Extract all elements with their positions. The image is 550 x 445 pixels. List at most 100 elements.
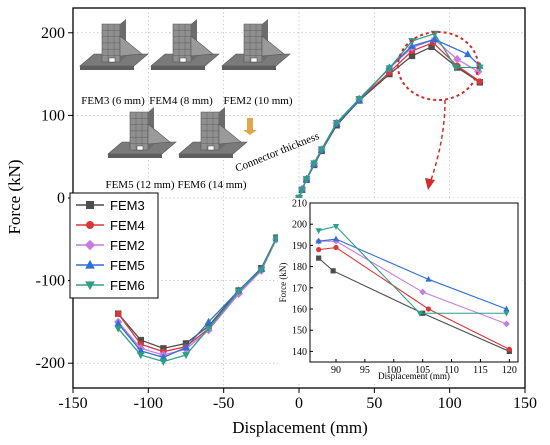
data-point <box>474 67 483 76</box>
inset-series <box>315 223 512 354</box>
fem-model-4 <box>107 107 177 158</box>
data-point <box>182 352 190 360</box>
inset-data-point <box>330 268 336 274</box>
inset-x-tick-label: 90 <box>331 365 341 376</box>
fem-model-label: FEM2 (10 mm) <box>223 95 292 107</box>
inset-data-point <box>425 275 432 282</box>
data-point <box>137 336 144 344</box>
y-tick-label: 200 <box>41 25 65 42</box>
inset-series-fem2 <box>315 237 510 328</box>
inset-y-tick-label: 210 <box>292 199 307 210</box>
inset-data-point <box>503 320 510 328</box>
data-point <box>476 78 483 85</box>
data-point <box>453 55 462 64</box>
data-point <box>298 186 306 194</box>
legend-marker <box>86 201 94 209</box>
highlight-annotation <box>397 31 479 190</box>
inset-data-point <box>425 306 432 312</box>
inset-data-point <box>503 305 510 312</box>
x-tick-label: 0 <box>295 395 303 412</box>
data-point <box>408 52 416 60</box>
inset-data-point <box>315 237 322 244</box>
connector-thickness-label: Connector thickness <box>234 130 321 175</box>
legend-item-fem5: FEM5 <box>76 258 145 273</box>
fem-model-2 <box>150 19 220 70</box>
x-tick-label: -150 <box>58 395 87 412</box>
data-point <box>463 50 472 58</box>
legend-item-fem2: FEM2 <box>76 238 145 253</box>
legend: FEM3 FEM4 FEM2 FEM5 FEM6 <box>69 192 159 299</box>
x-tick-label: 50 <box>366 395 382 412</box>
legend-label: FEM3 <box>110 198 145 213</box>
data-point <box>302 176 311 184</box>
x-tick-label: 100 <box>438 395 462 412</box>
inset-y-axis-label: Force (kN) <box>278 263 288 303</box>
legend-item-fem4: FEM4 <box>76 218 145 233</box>
data-point <box>451 64 460 72</box>
data-point <box>182 343 190 351</box>
inset-series-fem4 <box>316 244 512 352</box>
thickness-arrow <box>243 118 257 135</box>
fem-model-illustrations: FEM3 (6 mm) FEM4 (8 mm) FEM2 (10 mm) FEM5 (… <box>79 19 321 191</box>
inset-x-tick-label: 120 <box>502 365 517 376</box>
inset-x-tick-label: 110 <box>444 365 459 376</box>
legend-label: FEM6 <box>110 278 145 293</box>
fem-model-label: FEM6 (14 mm) <box>177 179 246 191</box>
data-point <box>136 352 145 360</box>
data-point <box>159 353 168 361</box>
x-tick-label: -100 <box>134 395 163 412</box>
inset-data-point <box>503 310 510 317</box>
y-tick-label: 0 <box>57 190 65 207</box>
data-point <box>408 38 416 46</box>
data-point <box>160 345 167 352</box>
y-tick-label: -200 <box>36 355 65 372</box>
inset-data-point <box>332 235 340 242</box>
highlight-circle <box>397 31 479 101</box>
data-point <box>332 119 341 127</box>
inset-series-line <box>318 257 510 352</box>
inset-series-line <box>318 225 507 314</box>
legend-marker <box>84 239 96 251</box>
data-point <box>317 146 326 154</box>
inset-series-line <box>318 246 510 350</box>
inset-x-tick-label: 100 <box>386 365 401 376</box>
inset-y-tick-label: 170 <box>292 283 307 294</box>
data-point <box>310 160 318 168</box>
x-axis-label: Displacement (mm) <box>232 418 368 437</box>
inset-x-tick-label: 105 <box>415 365 430 376</box>
data-point <box>114 319 123 327</box>
inset-data-point <box>316 247 322 253</box>
inset-x-axis-label: Displacement (mm) <box>378 371 450 381</box>
y-tick-label: 100 <box>41 107 65 124</box>
data-point <box>355 95 364 104</box>
legend-marker <box>85 281 95 291</box>
inset-series-line <box>318 240 507 325</box>
legend-marker <box>85 259 95 269</box>
inset-series-fem6 <box>315 223 510 317</box>
legend-marker <box>86 221 94 229</box>
x-tick-label: 150 <box>513 395 537 412</box>
inset-data-point <box>419 288 427 296</box>
inset-x-tick-label: 115 <box>473 365 488 376</box>
data-point <box>159 358 168 366</box>
inset-y-tick-label: 190 <box>292 241 307 252</box>
inset-y-tick-label: 160 <box>292 305 307 316</box>
inset-series-line <box>318 238 507 310</box>
inset-x-tick-label: 95 <box>360 365 370 376</box>
data-point <box>408 41 416 49</box>
inset-data-point <box>332 223 340 230</box>
inset-data-point <box>315 228 322 234</box>
fem-model-label: FEM4 (8 mm) <box>149 95 213 107</box>
zoom-arrow-line <box>429 99 446 184</box>
inset-y-tick-label: 140 <box>292 347 307 358</box>
inset-y-tick-label: 180 <box>292 262 307 273</box>
x-tick-label: -50 <box>213 395 234 412</box>
data-point <box>204 317 213 325</box>
inset-frame <box>309 202 519 363</box>
inset-series-fem5 <box>315 235 510 312</box>
data-point <box>430 35 439 43</box>
inset-data-point <box>416 310 423 317</box>
y-axis-label: Force (kN) <box>5 159 24 234</box>
inset-y-tick-label: 200 <box>292 220 307 231</box>
